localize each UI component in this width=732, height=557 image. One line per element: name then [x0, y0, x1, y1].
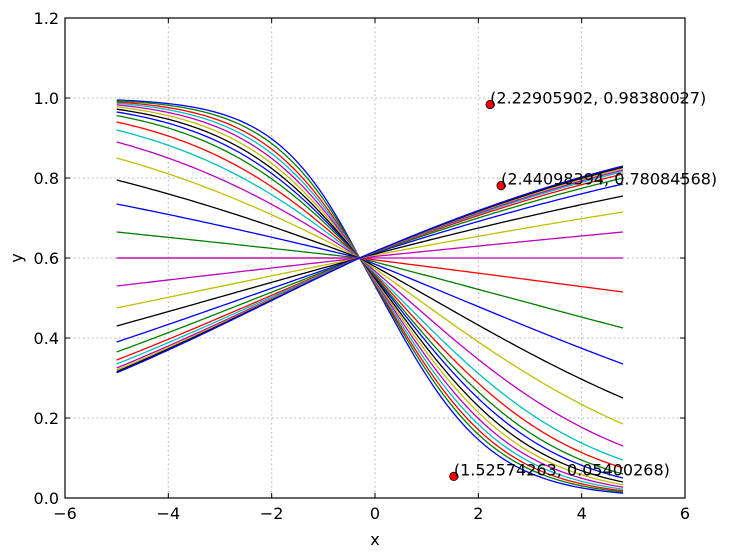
point-annotation: (2.44098394, 0.78084568) [501, 170, 717, 189]
data-point [496, 181, 506, 191]
y-tick-label: 0.0 [34, 489, 59, 508]
y-tick-label: 0.2 [34, 409, 59, 428]
y-tick-label: 0.4 [34, 329, 59, 348]
y-tick-label: 1.2 [34, 9, 59, 28]
annotated-points: (2.22905902, 0.98380027) (2.44098394, 0.7… [449, 88, 717, 481]
descending-curve [116, 179, 624, 399]
descending-curve [116, 102, 624, 490]
descending-curve [116, 100, 624, 493]
x-axis-label: x [370, 530, 379, 549]
descending-curve [116, 231, 624, 329]
descending-curve [116, 121, 624, 469]
data-point [449, 471, 459, 481]
x-tick-label: −4 [157, 504, 181, 523]
y-tick-label: 0.8 [34, 169, 59, 188]
ascending-curve [116, 231, 624, 287]
descending-curve [116, 104, 624, 488]
y-tick-label: 0.6 [34, 249, 59, 268]
y-axis-label: y [7, 253, 26, 262]
x-tick-label: 0 [370, 504, 380, 523]
x-tick-label: 2 [473, 504, 483, 523]
descending-curve [116, 106, 624, 486]
point-annotation: (1.52574263, 0.05400268) [454, 460, 670, 479]
descending-curve [116, 129, 624, 461]
descending-curve [116, 101, 624, 492]
ascending-curve [116, 165, 624, 374]
x-tick-label: −6 [53, 504, 77, 523]
point-annotation: (2.22905902, 0.98380027) [490, 88, 706, 107]
ascending-curve [116, 211, 624, 309]
descending-curve [116, 108, 624, 483]
axes: −6 −4 −2 0 2 4 6 0.0 0.2 0.4 0.6 0.8 1.0 1.2 [34, 9, 691, 523]
descending-curve [116, 203, 624, 365]
x-tick-label: −2 [260, 504, 284, 523]
curve-series-group [116, 99, 624, 494]
y-tick-label: 1.0 [34, 89, 59, 108]
data-point [485, 99, 495, 110]
descending-curve [116, 141, 624, 447]
x-tick-label: 4 [577, 504, 587, 523]
descending-curve [116, 157, 624, 425]
x-tick-label: 6 [680, 504, 690, 523]
